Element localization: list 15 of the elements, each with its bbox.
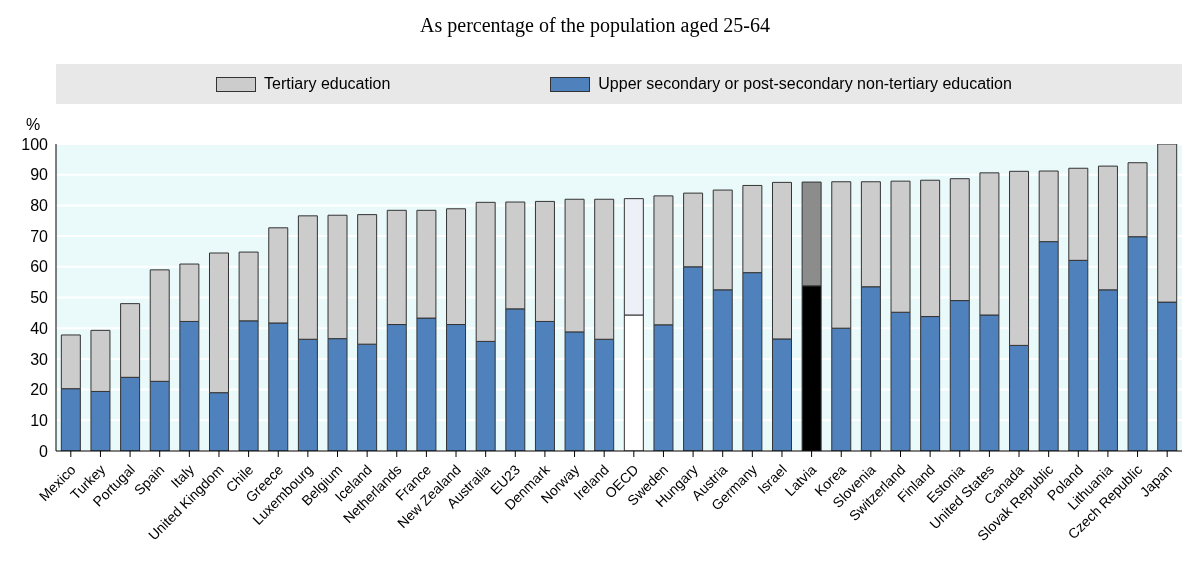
y-tick-label: 0 <box>39 442 49 460</box>
y-tick-label: 20 <box>30 381 49 399</box>
y-tick-label: 60 <box>30 258 49 276</box>
y-tick-label: 10 <box>30 411 49 429</box>
y-tick-label: 70 <box>30 227 49 245</box>
y-tick-label: 40 <box>30 319 49 337</box>
y-tick-label: 50 <box>30 289 49 307</box>
y-tick-label: 100 <box>21 135 49 153</box>
y-axis-title: % <box>25 116 42 135</box>
y-tick-label: 90 <box>30 166 49 184</box>
legend-label: Tertiary education <box>264 75 391 93</box>
y-tick-label: 30 <box>30 350 49 368</box>
chart-title: As percentage of the population aged 25-64 <box>419 13 771 39</box>
legend-label: Upper secondary or post-secondary non-tertiary education <box>598 75 1012 93</box>
y-tick-label: 80 <box>30 197 49 215</box>
